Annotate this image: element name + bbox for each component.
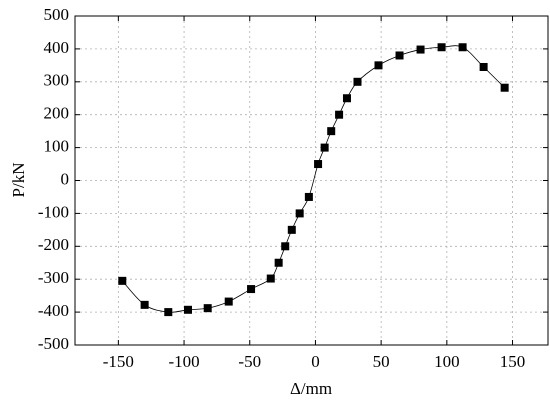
- marker: [203, 304, 212, 313]
- marker: [335, 110, 344, 119]
- marker: [458, 43, 467, 52]
- y-tick-label: -400: [38, 301, 69, 320]
- marker: [416, 45, 425, 54]
- marker: [224, 297, 233, 306]
- marker: [320, 143, 329, 152]
- marker: [247, 285, 256, 294]
- marker: [327, 127, 336, 136]
- marker: [287, 225, 296, 234]
- marker: [395, 51, 404, 60]
- x-tick-label: -100: [168, 352, 199, 371]
- y-tick-label: 500: [44, 5, 70, 24]
- marker: [183, 305, 192, 314]
- marker: [374, 61, 383, 70]
- y-axis-label: P/kN: [9, 163, 28, 198]
- marker: [266, 274, 275, 283]
- marker: [314, 160, 323, 169]
- y-tick-label: -300: [38, 268, 69, 287]
- x-axis-label: Δ/mm: [290, 379, 332, 398]
- marker: [437, 43, 446, 52]
- y-tick-label: 200: [44, 104, 70, 123]
- marker: [342, 94, 351, 103]
- x-tick-label: 0: [311, 352, 320, 371]
- marker: [353, 77, 362, 86]
- y-tick-label: 400: [44, 38, 70, 57]
- marker: [500, 83, 509, 92]
- marker: [295, 209, 304, 218]
- marker: [274, 258, 283, 267]
- y-tick-label: -100: [38, 202, 69, 221]
- marker: [479, 62, 488, 71]
- y-tick-label: -500: [38, 334, 69, 353]
- x-tick-label: 50: [373, 352, 390, 371]
- x-tick-label: 150: [500, 352, 526, 371]
- x-tick-label: 100: [434, 352, 460, 371]
- marker: [140, 300, 149, 309]
- y-tick-label: 300: [44, 71, 70, 90]
- y-tick-label: 100: [44, 137, 70, 156]
- y-tick-label: -200: [38, 235, 69, 254]
- x-tick-label: -50: [238, 352, 261, 371]
- marker: [281, 242, 290, 251]
- x-tick-label: -150: [103, 352, 134, 371]
- marker: [304, 192, 313, 201]
- y-tick-label: 0: [61, 169, 70, 188]
- marker: [164, 308, 173, 317]
- plot-frame: [74, 15, 549, 346]
- marker: [118, 276, 127, 285]
- series-line: [122, 45, 505, 313]
